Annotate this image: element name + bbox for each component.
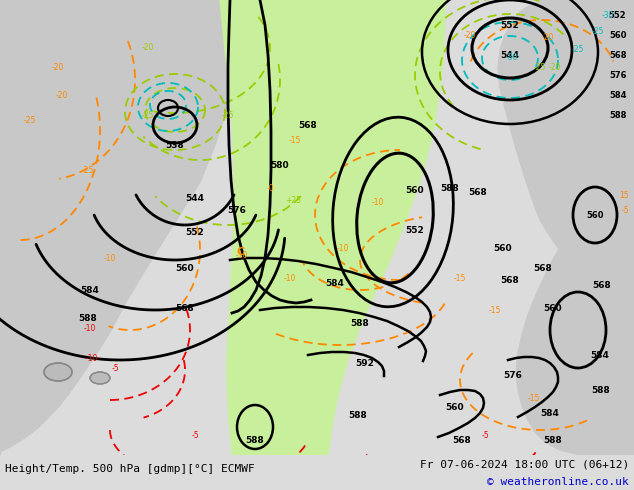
Text: 576: 576 bbox=[503, 370, 522, 379]
Text: 544: 544 bbox=[500, 50, 519, 59]
Text: Height/Temp. 500 hPa [gdmp][°C] ECMWF: Height/Temp. 500 hPa [gdmp][°C] ECMWF bbox=[5, 464, 255, 474]
Text: 568: 568 bbox=[534, 264, 552, 272]
Text: -25: -25 bbox=[24, 116, 36, 124]
Text: 15: 15 bbox=[619, 191, 629, 199]
Text: 560: 560 bbox=[609, 30, 627, 40]
Text: -10: -10 bbox=[84, 323, 96, 333]
Text: 584: 584 bbox=[541, 409, 559, 417]
Text: -0: -0 bbox=[266, 183, 274, 193]
Text: 588: 588 bbox=[79, 314, 98, 322]
Text: -15: -15 bbox=[289, 136, 301, 145]
Text: 580: 580 bbox=[271, 161, 289, 170]
Text: -25: -25 bbox=[572, 46, 584, 54]
Text: -15: -15 bbox=[454, 273, 466, 283]
Text: Fr 07-06-2024 18:00 UTC (06+12): Fr 07-06-2024 18:00 UTC (06+12) bbox=[420, 460, 629, 470]
Text: -10: -10 bbox=[86, 353, 98, 363]
Ellipse shape bbox=[44, 363, 72, 381]
Text: +25: +25 bbox=[285, 196, 301, 204]
Text: -15: -15 bbox=[489, 305, 501, 315]
Text: -20: -20 bbox=[549, 64, 561, 73]
Text: 588: 588 bbox=[609, 111, 626, 120]
Text: 552: 552 bbox=[608, 10, 626, 20]
Text: -25: -25 bbox=[222, 111, 234, 120]
Text: -30: -30 bbox=[602, 10, 614, 20]
Text: 568: 568 bbox=[453, 436, 471, 444]
Text: 584: 584 bbox=[590, 350, 609, 360]
Text: -5: -5 bbox=[111, 364, 119, 372]
Text: 560: 560 bbox=[176, 264, 194, 272]
Text: 568: 568 bbox=[501, 275, 519, 285]
Text: -20: -20 bbox=[56, 91, 68, 99]
Text: 560: 560 bbox=[494, 244, 512, 252]
Text: 544: 544 bbox=[186, 194, 205, 202]
Text: 588: 588 bbox=[245, 436, 264, 444]
Text: 588: 588 bbox=[543, 436, 562, 444]
Text: -10: -10 bbox=[337, 244, 349, 252]
Text: 584: 584 bbox=[326, 278, 344, 288]
Text: 588: 588 bbox=[349, 411, 367, 419]
Text: -5: -5 bbox=[191, 431, 199, 440]
Text: -10: -10 bbox=[372, 197, 384, 206]
Text: 568: 568 bbox=[469, 188, 488, 196]
Text: -25: -25 bbox=[142, 111, 154, 120]
Polygon shape bbox=[220, 0, 445, 455]
Text: -10: -10 bbox=[104, 253, 116, 263]
Polygon shape bbox=[498, 0, 634, 455]
Text: 568: 568 bbox=[593, 280, 611, 290]
Text: 560: 560 bbox=[544, 303, 562, 313]
Text: -20: -20 bbox=[464, 30, 476, 40]
Text: 584: 584 bbox=[609, 91, 627, 99]
Text: 576: 576 bbox=[609, 71, 627, 79]
Text: -10: -10 bbox=[284, 273, 296, 283]
Text: 552: 552 bbox=[186, 227, 204, 237]
Text: -20: -20 bbox=[52, 64, 64, 73]
Text: 588: 588 bbox=[351, 318, 370, 327]
Text: 592: 592 bbox=[356, 359, 375, 368]
Text: -5: -5 bbox=[481, 431, 489, 440]
Text: -30: -30 bbox=[506, 53, 518, 63]
Text: 560: 560 bbox=[586, 211, 604, 220]
Text: 568: 568 bbox=[299, 121, 318, 129]
Text: -20: -20 bbox=[142, 44, 154, 52]
Text: -25: -25 bbox=[592, 27, 604, 36]
Text: 538: 538 bbox=[165, 141, 184, 149]
Ellipse shape bbox=[90, 372, 110, 384]
Text: © weatheronline.co.uk: © weatheronline.co.uk bbox=[488, 477, 629, 487]
Text: 560: 560 bbox=[406, 186, 424, 195]
Text: 588: 588 bbox=[592, 386, 611, 394]
Text: 568: 568 bbox=[609, 50, 627, 59]
Polygon shape bbox=[0, 0, 233, 455]
Text: -10: -10 bbox=[236, 250, 248, 260]
Text: 552: 552 bbox=[501, 21, 519, 29]
Text: 584: 584 bbox=[81, 286, 100, 294]
Text: 560: 560 bbox=[446, 402, 464, 412]
Text: -5: -5 bbox=[621, 205, 629, 215]
Text: 576: 576 bbox=[228, 205, 247, 215]
Text: -25: -25 bbox=[534, 64, 546, 73]
Text: -20: -20 bbox=[542, 33, 554, 43]
Text: 552: 552 bbox=[406, 225, 424, 235]
Text: C: C bbox=[237, 247, 245, 257]
Text: -15: -15 bbox=[528, 393, 540, 402]
Text: -25: -25 bbox=[82, 166, 94, 174]
Text: 588: 588 bbox=[441, 183, 460, 193]
Text: 568: 568 bbox=[176, 303, 195, 313]
